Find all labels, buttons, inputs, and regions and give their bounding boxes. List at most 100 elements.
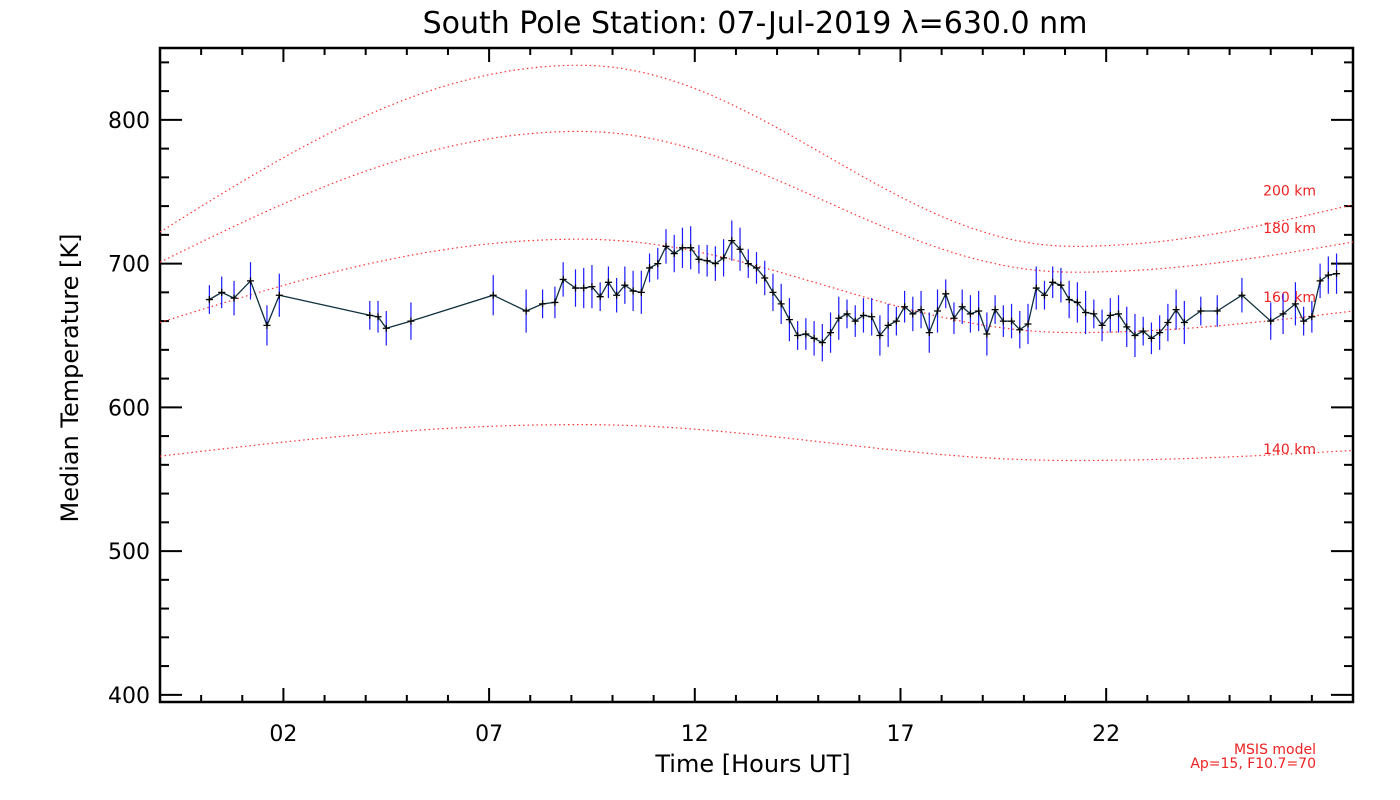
data-point [1032, 284, 1040, 292]
data-point [1082, 308, 1090, 316]
data-point [925, 329, 933, 337]
data-point [711, 260, 719, 268]
data-point [1139, 327, 1147, 335]
data-point [1057, 281, 1065, 289]
data-point [966, 310, 974, 318]
data-point [1316, 277, 1324, 285]
data-point [991, 306, 999, 314]
data-point [1156, 329, 1164, 337]
data-point [662, 242, 670, 250]
data-point [596, 293, 604, 301]
y-tick-label: 500 [108, 540, 150, 565]
chart-title: South Pole Station: 07-Jul-2019 λ=630.0 … [423, 6, 1088, 41]
data-point [1180, 319, 1188, 327]
data-point [810, 334, 818, 342]
data-point [884, 321, 892, 329]
data-point [1147, 334, 1155, 342]
data-point [1106, 311, 1114, 319]
msis-curve [159, 130, 1354, 273]
y-tick-label: 600 [108, 396, 150, 421]
data-point [958, 303, 966, 311]
data-point [909, 310, 917, 318]
data-point [1098, 321, 1106, 329]
data-point [646, 264, 654, 272]
data-point [892, 317, 900, 325]
data-point [744, 260, 752, 268]
data-point [1308, 313, 1316, 321]
data-point [1049, 278, 1057, 286]
data-point [1267, 317, 1275, 325]
data-point [1164, 319, 1172, 327]
x-axis: 02 07 12 17 22 [200, 48, 1313, 747]
data-point [703, 257, 711, 265]
data-point [868, 313, 876, 321]
data-point [934, 307, 942, 315]
data-point [604, 278, 612, 286]
msis-curve-label: 200 km [1263, 183, 1316, 199]
data-point [876, 331, 884, 339]
data-point [678, 244, 686, 252]
data-point [777, 300, 785, 308]
data-point [1073, 298, 1081, 306]
data-point [736, 245, 744, 253]
data-point [218, 288, 226, 296]
data-point [374, 313, 382, 321]
data-point [1172, 306, 1180, 314]
data-point [1333, 270, 1341, 278]
data-point [670, 250, 678, 258]
data-point [230, 294, 238, 302]
x-tick-label: 02 [269, 722, 297, 747]
data-point [802, 330, 810, 338]
data-point [637, 288, 645, 296]
data-point [843, 310, 851, 318]
data-point [1065, 296, 1073, 304]
x-tick-label: 22 [1092, 722, 1120, 747]
data-point [1008, 317, 1016, 325]
y-tick-label: 700 [108, 253, 150, 278]
data-point [580, 284, 588, 292]
data-point [1291, 300, 1299, 308]
data-point [382, 324, 390, 332]
data-point [1279, 310, 1287, 318]
data-point [489, 291, 497, 299]
msis-model-curves: 200 km 180 km 160 km 140 km [159, 64, 1354, 462]
data-point [695, 255, 703, 263]
data-point [1197, 307, 1205, 315]
data-point [551, 298, 559, 306]
data-point [975, 307, 983, 315]
x-tick-label: 12 [681, 722, 709, 747]
data-point [1238, 291, 1246, 299]
y-tick-label: 400 [108, 684, 150, 709]
data-point [559, 275, 567, 283]
data-point [827, 329, 835, 337]
data-point [588, 283, 596, 291]
data-point [942, 290, 950, 298]
data-point [407, 317, 415, 325]
y-axis: 400 500 600 700 800 [108, 61, 1353, 709]
data-point [687, 244, 695, 252]
data-point [835, 314, 843, 322]
msis-curve [159, 424, 1354, 462]
data-point [753, 264, 760, 272]
x-tick-label: 07 [475, 722, 503, 747]
plot-frame [158, 46, 1355, 704]
data-point [1090, 310, 1098, 318]
data-point [366, 311, 374, 319]
data-point [1115, 310, 1123, 318]
data-point [1324, 271, 1332, 279]
data-point [654, 260, 662, 268]
data-point [1024, 320, 1032, 328]
msis-curve-label: 160 km [1263, 290, 1316, 306]
data-point [1213, 307, 1221, 315]
data-point [1123, 323, 1131, 331]
data-point [1300, 317, 1308, 325]
x-axis-label: Time [Hours UT] [654, 750, 850, 778]
data-point [818, 339, 826, 347]
data-point [769, 288, 777, 296]
data-point [1131, 331, 1139, 339]
data-point [728, 237, 736, 245]
data-point [629, 287, 637, 295]
data-point [522, 307, 530, 315]
y-axis-label: Median Temperature [K] [56, 233, 84, 522]
